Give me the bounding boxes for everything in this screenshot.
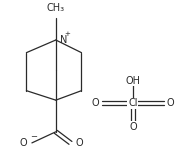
Text: N: N: [60, 35, 68, 45]
Text: O: O: [75, 138, 83, 148]
Text: −: −: [30, 132, 37, 141]
Text: O: O: [91, 98, 99, 108]
Text: O: O: [20, 138, 27, 148]
Text: CH₃: CH₃: [47, 3, 65, 13]
Text: O: O: [167, 98, 174, 108]
Text: OH: OH: [125, 76, 140, 86]
Text: O: O: [129, 122, 137, 132]
Text: +: +: [64, 31, 70, 37]
Text: Cl: Cl: [128, 98, 138, 108]
